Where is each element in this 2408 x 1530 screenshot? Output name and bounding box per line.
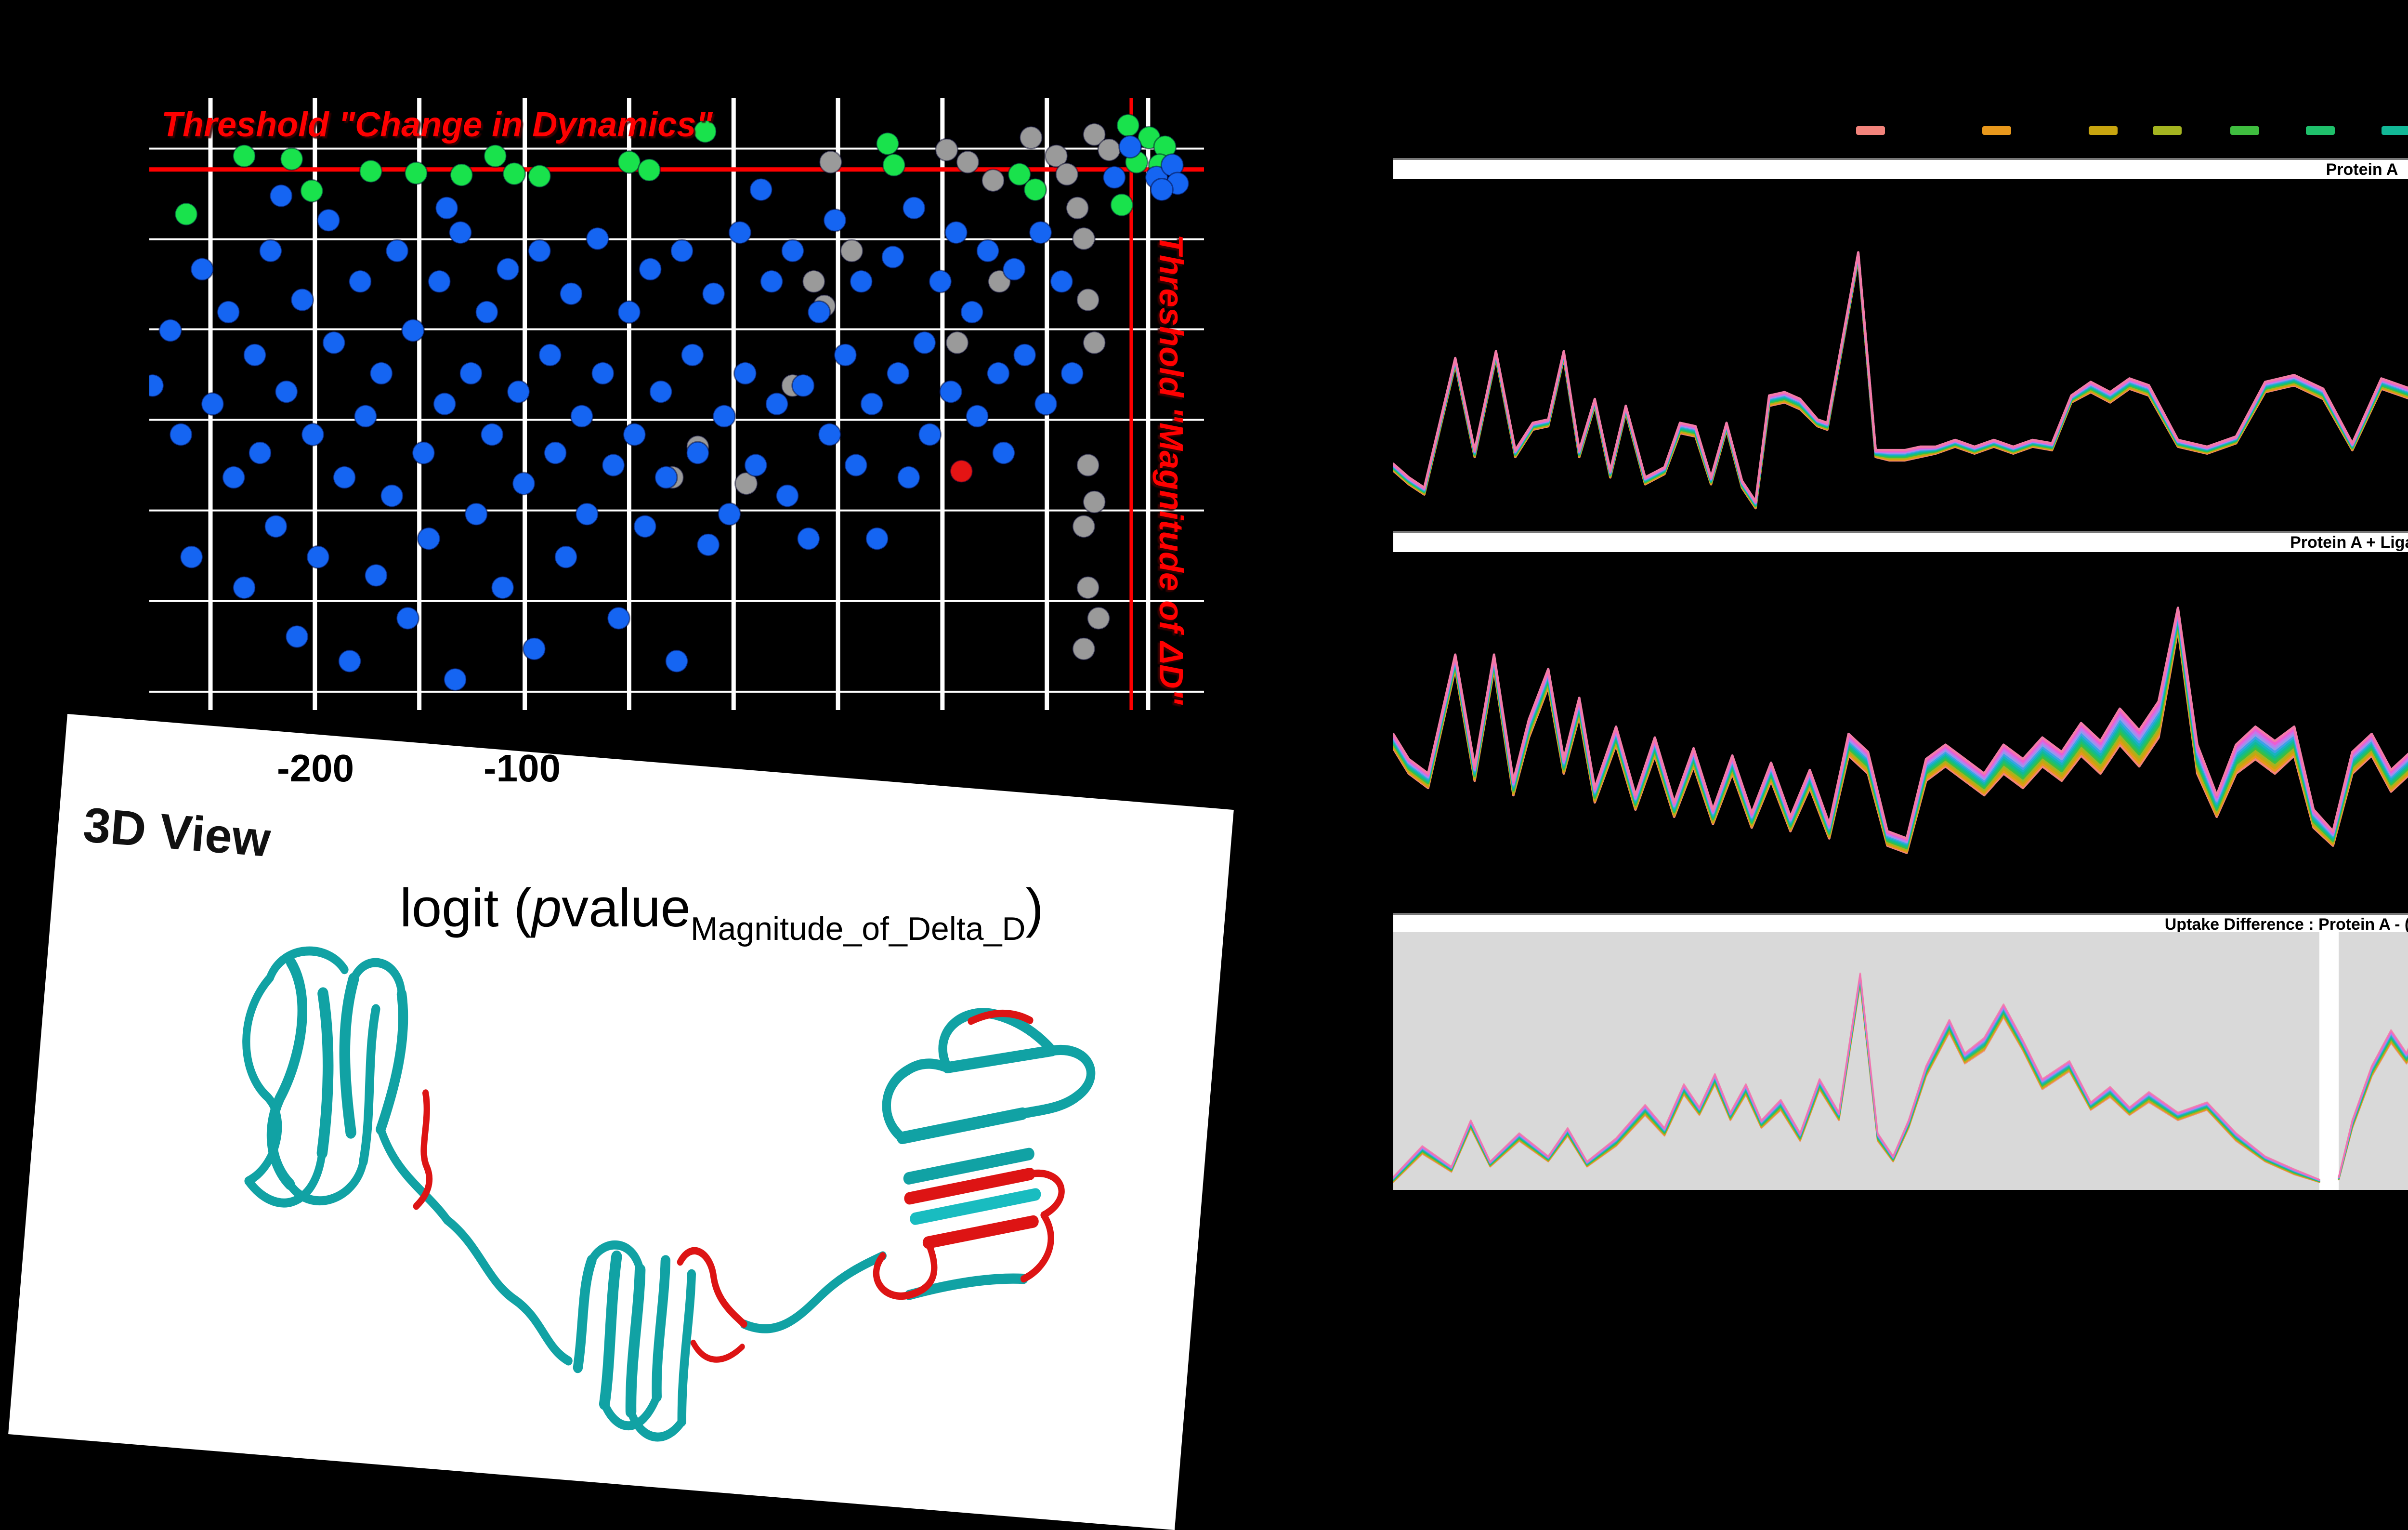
app-canvas: { "panel3d": { "title": "3D View", "colo… bbox=[8, 98, 2408, 1530]
protein-ribbon-model[interactable] bbox=[131, 901, 1176, 1493]
chart1-title: Protein A bbox=[2326, 160, 2398, 179]
threshold-change-in-dynamics-label: Threshold "Change in Dynamics" bbox=[161, 106, 713, 144]
chart2-title: Protein A + Ligand bbox=[2290, 533, 2408, 552]
volcano-canvas[interactable] bbox=[149, 98, 1204, 710]
chart2-titlebar: Protein A + Ligand bbox=[1393, 531, 2408, 552]
legend-dash-timepoint-5[interactable] bbox=[2230, 126, 2259, 135]
legend-dash-timepoint-4[interactable] bbox=[2153, 126, 2182, 135]
threshold-magnitude-label: Threshold "Magnitude of ΔD" bbox=[1152, 234, 1190, 705]
x-axis-label: logit (pvalueMagnitude_of_Delta_D) bbox=[400, 878, 1044, 947]
chart1-titlebar: Protein A bbox=[1393, 158, 2408, 179]
x-tick-label: -100 bbox=[483, 747, 561, 790]
legend-dash-timepoint-7[interactable] bbox=[2381, 126, 2408, 135]
3d-view-title: 3D View bbox=[81, 797, 273, 868]
uptake-difference-chart[interactable] bbox=[1393, 932, 2408, 1190]
legend-dash-timepoint-3[interactable] bbox=[2089, 126, 2118, 135]
protein-a-ligand-chart[interactable] bbox=[1393, 550, 2408, 910]
volcano-plot[interactable] bbox=[149, 98, 1204, 710]
legend-dash-timepoint-2[interactable] bbox=[1982, 126, 2011, 135]
protein-a-chart[interactable] bbox=[1393, 177, 2408, 518]
x-tick-label: -200 bbox=[276, 747, 354, 790]
uptake-charts-panel: Protein A Protein A + Ligand Uptake Diff… bbox=[1393, 116, 2408, 1200]
3d-view-panel[interactable]: 3D View bbox=[8, 714, 1234, 1530]
legend-dash-timepoint-6[interactable] bbox=[2305, 126, 2335, 135]
chart3-titlebar: Uptake Difference : Protein A - (Protein… bbox=[1393, 913, 2408, 934]
chart3-title: Uptake Difference : Protein A - (Protein… bbox=[2164, 915, 2408, 934]
legend-dash-timepoint-1[interactable] bbox=[1856, 126, 1885, 135]
missing-data-gap bbox=[2319, 932, 2339, 1190]
